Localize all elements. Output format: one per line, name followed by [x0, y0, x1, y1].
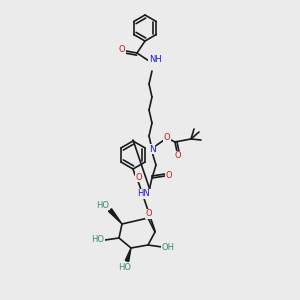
Text: NH: NH [148, 55, 161, 64]
Text: OH: OH [161, 242, 175, 251]
Polygon shape [109, 209, 122, 224]
Text: HO: HO [118, 262, 131, 272]
Text: HN: HN [138, 190, 150, 199]
Text: O: O [136, 172, 142, 182]
Text: HO: HO [97, 200, 110, 209]
Polygon shape [125, 248, 131, 262]
Text: HO: HO [92, 235, 104, 244]
Text: N: N [148, 145, 155, 154]
Text: O: O [164, 133, 170, 142]
Text: O: O [146, 209, 152, 218]
Text: O: O [166, 170, 172, 179]
Text: O: O [175, 152, 181, 160]
Text: O: O [119, 46, 125, 55]
